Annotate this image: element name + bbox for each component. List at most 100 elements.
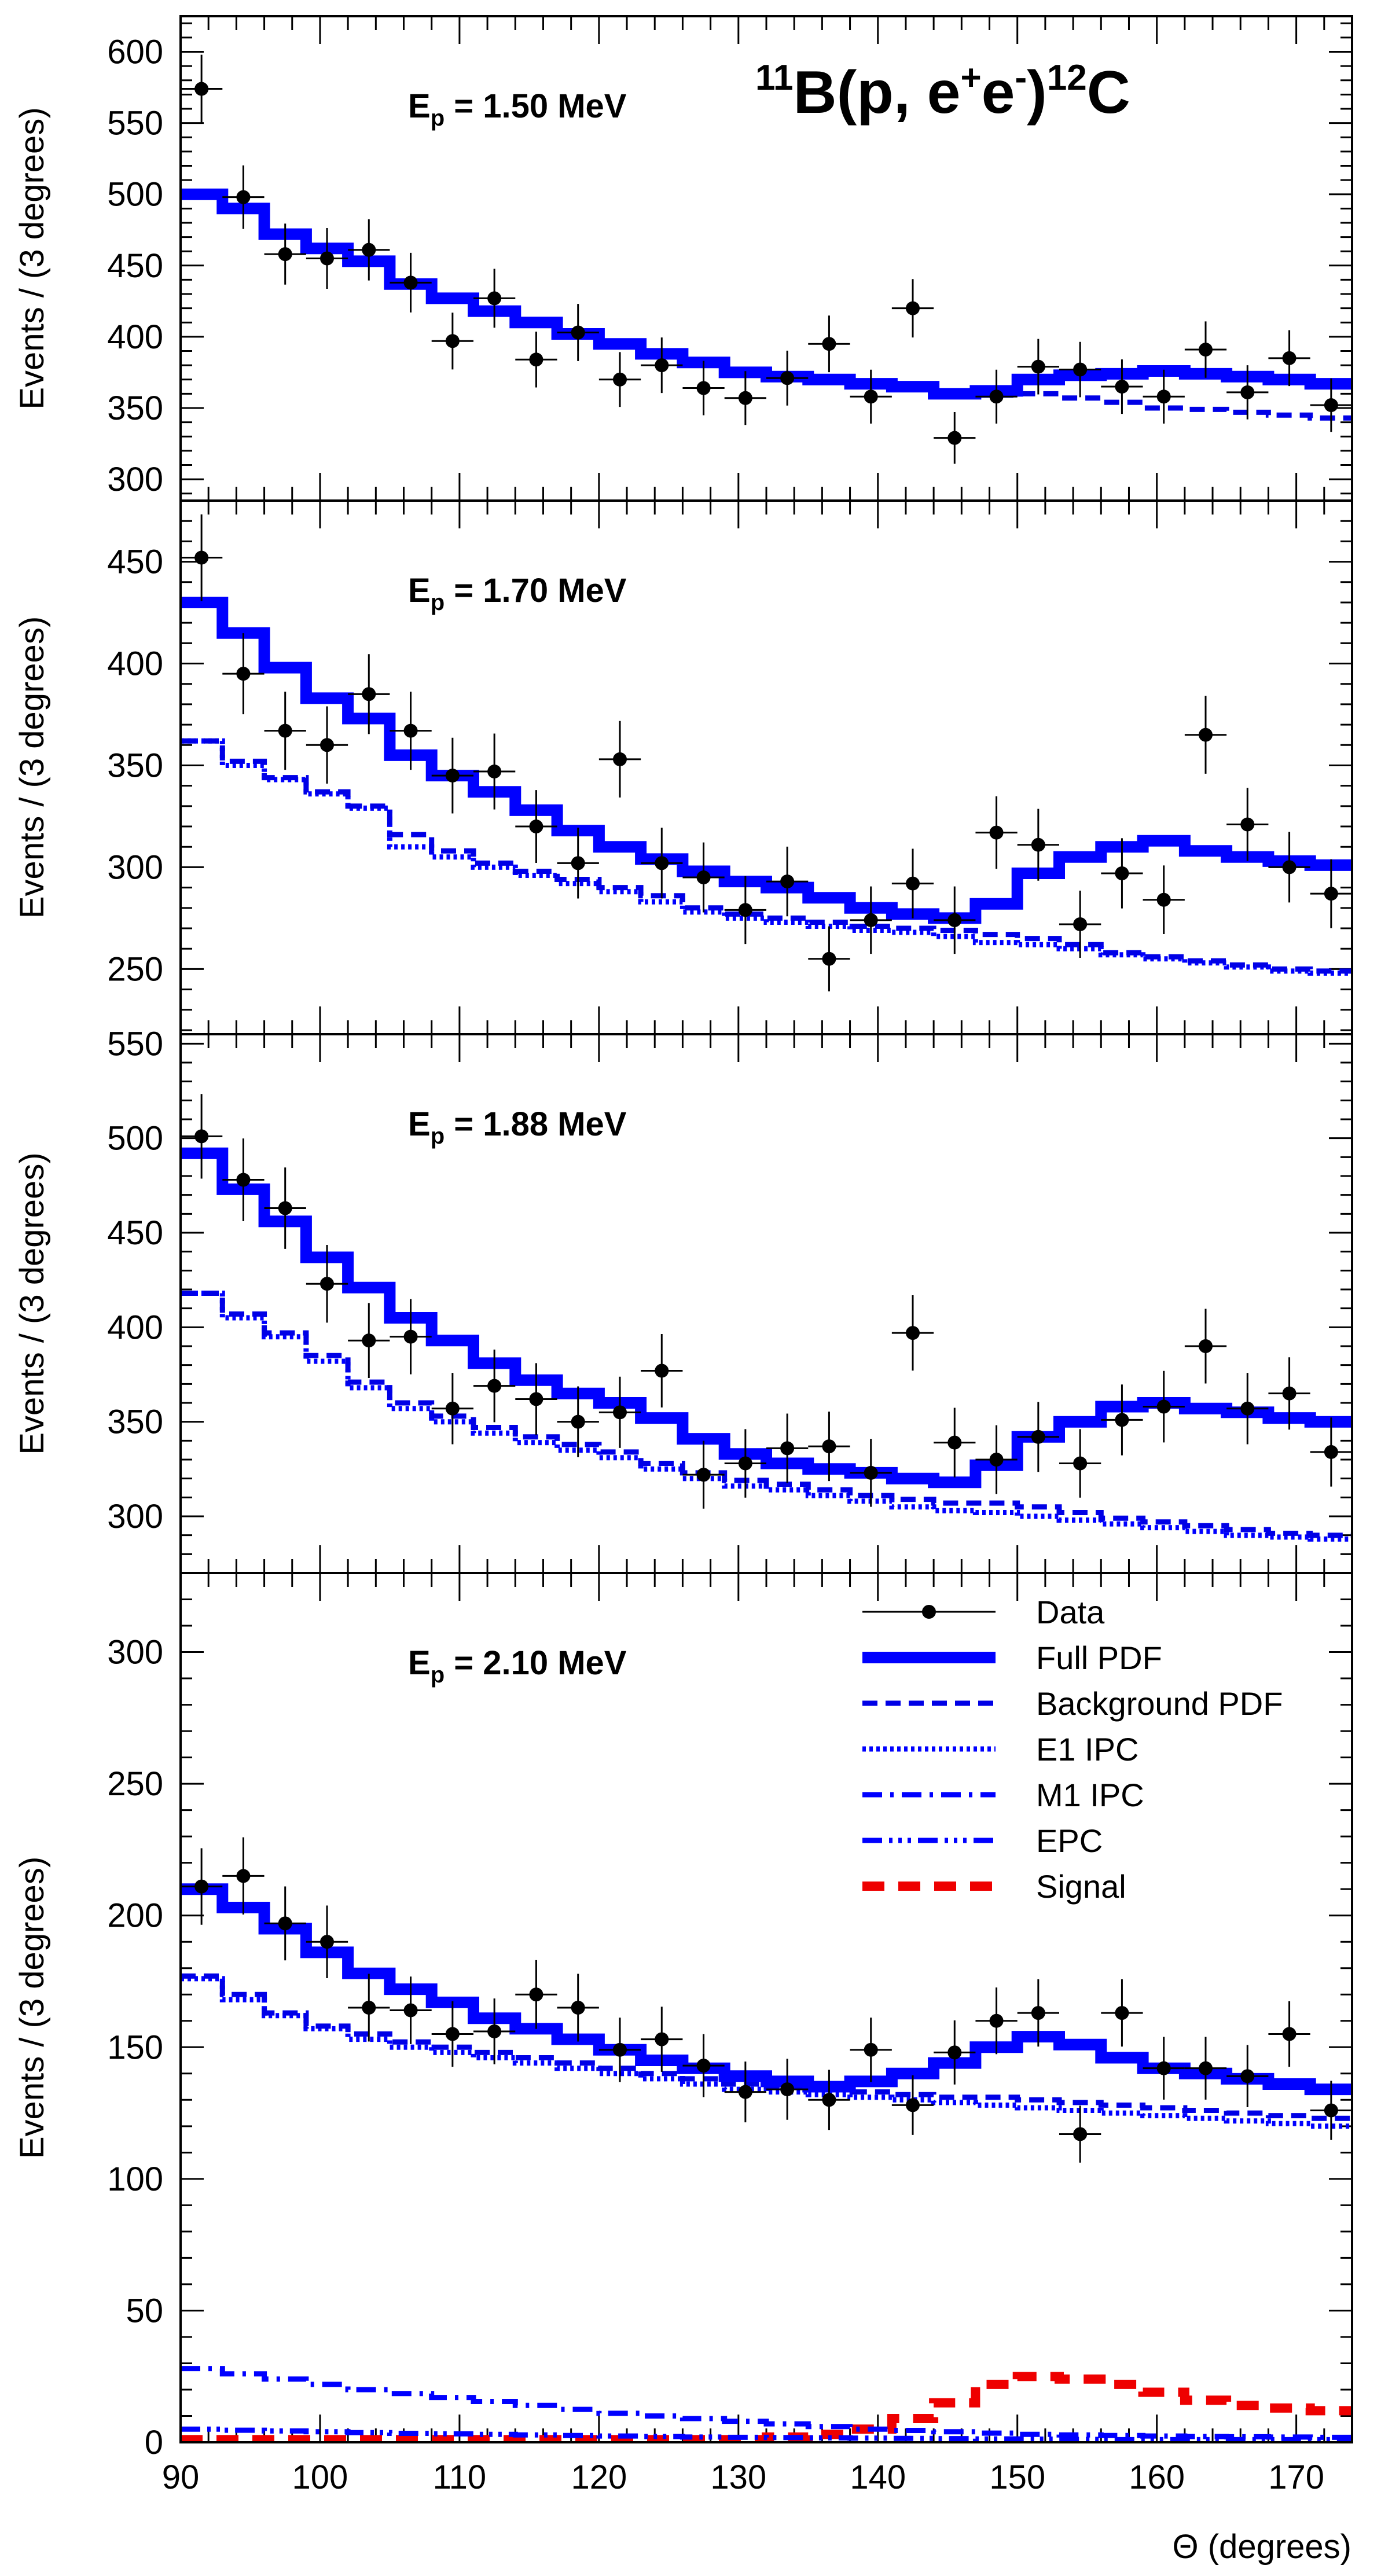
- data-marker: [864, 2042, 878, 2057]
- x-axis-title: Θ (degrees): [1173, 2528, 1351, 2566]
- energy-subscript: p: [431, 590, 445, 615]
- data-marker: [864, 1465, 878, 1480]
- y-ticks: 250 300 350 400 450: [107, 520, 1352, 1031]
- panel-4: 0 50 100 150 200 250 300 Ep = 2.10 MeV Events / …: [13, 1572, 1353, 2461]
- data-marker: [236, 1869, 251, 1883]
- data-point: [306, 1905, 348, 1978]
- data-point: [598, 1376, 641, 1448]
- data-point: [598, 352, 641, 407]
- data-point: [850, 1439, 892, 1507]
- data-point: [724, 876, 766, 945]
- data-marker: [1156, 389, 1171, 404]
- data-point: [222, 165, 265, 229]
- curves: [181, 1147, 1352, 1542]
- data-marker: [1240, 385, 1255, 399]
- x-tick-label: 170: [1268, 2459, 1324, 2496]
- data-marker: [738, 1456, 752, 1471]
- data-point: [766, 1413, 809, 1483]
- data-point: [1017, 339, 1059, 395]
- data-point: [1143, 369, 1185, 424]
- data-point: [850, 369, 892, 424]
- data-point: [1184, 321, 1227, 378]
- data-point: [222, 1138, 265, 1221]
- legend-entry-e1: E1 IPC: [862, 1731, 1138, 1767]
- curves: [181, 597, 1352, 976]
- data-point: [348, 219, 390, 281]
- data-point: [891, 279, 934, 338]
- data-point: [390, 1299, 432, 1375]
- data-point: [934, 2020, 976, 2085]
- legend-label: Full PDF: [1036, 1640, 1162, 1676]
- y-tick-label: 550: [107, 105, 163, 142]
- y-tick-label: 250: [107, 1765, 163, 1803]
- data-point: [181, 514, 223, 601]
- legend-swatch-marker: [922, 1605, 936, 1619]
- data-point: [975, 369, 1018, 424]
- x-tick-label: 160: [1129, 2459, 1185, 2496]
- reaction-label: 11B(p, e+e-)12C: [755, 58, 1130, 126]
- energy-value: = 1.70 MeV: [445, 572, 627, 609]
- data-point: [641, 337, 683, 394]
- legend-entry-m1: M1 IPC: [862, 1777, 1144, 1813]
- data-point: [724, 1429, 766, 1498]
- data-marker: [1324, 2103, 1338, 2118]
- data-point: [808, 315, 850, 373]
- data-marker: [1282, 860, 1296, 874]
- data-point: [850, 886, 892, 954]
- data-marker: [1199, 1339, 1213, 1353]
- reaction-close: ): [1027, 59, 1047, 126]
- e1-ipc-curve: [181, 738, 1352, 976]
- data-marker: [445, 769, 460, 783]
- data-point: [557, 828, 599, 899]
- y-tick-label: 300: [107, 1498, 163, 1535]
- energy-value: = 2.10 MeV: [445, 1644, 627, 1682]
- data-point: [1143, 2037, 1185, 2100]
- data-point: [431, 2001, 473, 2067]
- data-point: [1226, 365, 1269, 420]
- data-marker: [403, 723, 418, 738]
- data-marker: [1199, 343, 1213, 357]
- data-marker: [822, 951, 836, 966]
- y-axis-title: Events / (3 degrees): [13, 1857, 51, 2159]
- y-tick-label: 450: [107, 247, 163, 285]
- data-marker: [780, 874, 795, 889]
- data-marker: [613, 2042, 627, 2057]
- reaction-sup-minus: -: [1015, 58, 1027, 98]
- y-tick-label: 400: [107, 645, 163, 683]
- legend-label: M1 IPC: [1036, 1777, 1144, 1813]
- y-tick-label: 500: [107, 1120, 163, 1157]
- data-marker: [487, 2024, 502, 2038]
- x-tick-label: 130: [710, 2459, 766, 2496]
- data-marker: [738, 391, 752, 405]
- curves: [181, 188, 1352, 421]
- data-point: [222, 633, 265, 715]
- data-marker: [655, 1364, 669, 1378]
- data-point: [473, 1349, 516, 1423]
- data-marker: [362, 1333, 376, 1348]
- data-marker: [864, 913, 878, 927]
- e1-ipc-curve: [181, 1976, 1352, 2129]
- data-point: [557, 1386, 599, 1457]
- y-tick-label: 300: [107, 1634, 163, 1671]
- data-point: [515, 332, 557, 388]
- data-marker: [529, 820, 543, 834]
- energy-symbol: E: [408, 572, 431, 609]
- data-point: [181, 54, 223, 123]
- data-marker: [1073, 362, 1088, 377]
- data-marker: [906, 876, 920, 891]
- data-point: [1017, 809, 1059, 881]
- data-marker: [655, 856, 669, 870]
- legend: Data Full PDF Background PDF E1 IPC M1 IPC EP…: [862, 1594, 1283, 1905]
- y-tick-label: 400: [107, 1309, 163, 1346]
- data-point: [1226, 1373, 1269, 1445]
- data-marker: [571, 325, 585, 340]
- signal-curve: [181, 2372, 1352, 2442]
- data-marker: [906, 301, 920, 315]
- panel-frame: [179, 1572, 1353, 2443]
- y-tick-label: 200: [107, 1897, 163, 1935]
- energy-symbol: E: [408, 1644, 431, 1682]
- data-marker: [278, 723, 292, 738]
- data-marker: [194, 82, 209, 96]
